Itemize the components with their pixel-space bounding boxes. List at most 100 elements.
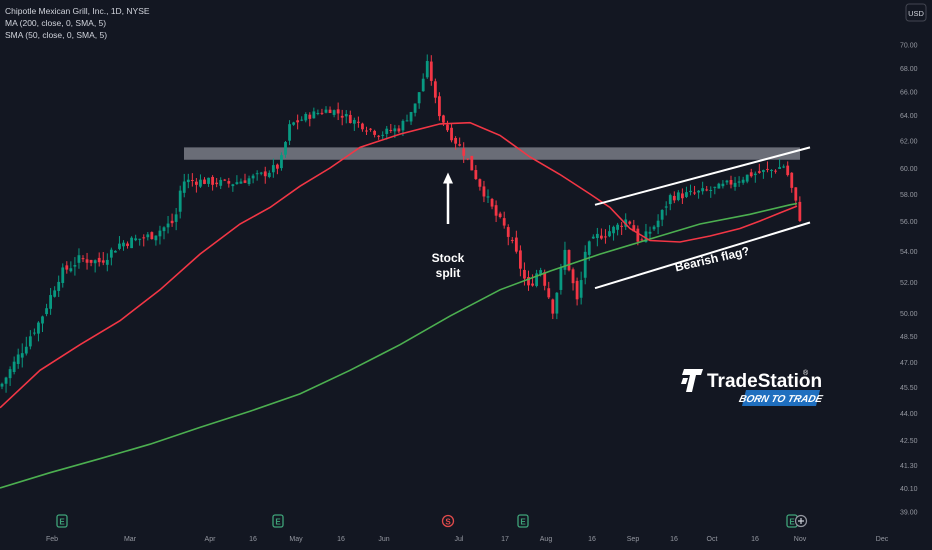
candle-body	[685, 192, 688, 197]
candle-body	[280, 155, 283, 169]
candle-body	[458, 144, 462, 146]
candle-body	[105, 259, 109, 265]
y-tick-label: 66.00	[900, 90, 918, 97]
y-tick-label: 41.30	[900, 463, 918, 470]
candle-body	[442, 115, 445, 123]
candle-body	[644, 231, 648, 243]
candle-body	[4, 377, 8, 384]
candle-body	[486, 196, 490, 198]
candle-body	[523, 269, 526, 279]
candle-body	[316, 112, 320, 114]
resistance-zone	[184, 147, 800, 160]
resistance-zone-layer	[184, 147, 800, 160]
candle-body	[340, 115, 344, 118]
candle-body	[73, 265, 77, 267]
candle-body	[697, 190, 700, 193]
stock-split-label-line2: split	[436, 266, 461, 280]
candle-body	[215, 182, 219, 185]
candle-body	[725, 180, 729, 183]
candle-body	[154, 235, 158, 241]
x-tick-label: 16	[337, 536, 345, 543]
candle-body	[352, 119, 356, 124]
x-tick-label: Jun	[378, 536, 389, 543]
x-tick-label: Sep	[627, 536, 640, 543]
ma200-line	[0, 202, 798, 489]
candle-body	[474, 170, 478, 180]
candle-body	[405, 120, 409, 122]
candle-body	[450, 127, 453, 141]
x-tick-label: Mar	[124, 536, 137, 543]
stock-split-arrow-head	[443, 172, 453, 184]
candle-body	[203, 179, 206, 184]
marker-glyph: E	[520, 518, 526, 527]
candle-body	[174, 214, 178, 222]
tradestation-mark-icon	[681, 369, 703, 392]
candle-body	[762, 170, 765, 172]
ma50-line	[0, 121, 798, 409]
candle-body	[668, 195, 672, 205]
candle-body	[296, 120, 300, 123]
candle-body	[122, 242, 125, 247]
candle-body	[126, 243, 129, 246]
candle-body	[344, 114, 348, 117]
candle-body	[288, 124, 291, 141]
candle-body	[433, 81, 437, 98]
marker-badge	[56, 514, 68, 528]
candle-body	[551, 299, 555, 314]
marker-glyph: E	[59, 518, 65, 527]
candle-body	[482, 186, 486, 197]
candle-body	[462, 148, 466, 156]
candle-body	[604, 236, 607, 238]
currency-button[interactable]: USD	[905, 3, 927, 22]
candle-body	[300, 119, 304, 121]
candle-body	[134, 238, 138, 241]
candle-body	[741, 179, 745, 183]
candle-body	[81, 258, 85, 260]
candle-body	[506, 227, 510, 237]
candle-body	[721, 183, 725, 187]
candle-body	[401, 120, 405, 131]
candle-body	[324, 109, 328, 113]
candle-body	[648, 231, 652, 234]
candle-body	[417, 92, 421, 104]
candle-body	[166, 223, 170, 228]
candle-body	[336, 109, 340, 114]
candle-body	[478, 179, 482, 187]
candle-body	[446, 124, 449, 131]
candle-body	[77, 255, 81, 263]
candle-body	[612, 226, 615, 234]
candle-body	[539, 270, 543, 275]
candle-body	[587, 241, 591, 255]
candle-body	[490, 198, 494, 207]
candle-body	[271, 165, 275, 173]
candle-body	[632, 225, 636, 232]
candle-body	[693, 192, 696, 194]
logo-tagline-badge: BORN TO TRADE	[738, 390, 825, 406]
candle-body	[502, 218, 506, 226]
candle-body	[786, 165, 790, 176]
marker-badge	[517, 514, 529, 528]
y-tick-label: 56.00	[900, 219, 918, 226]
candle-body	[69, 268, 73, 272]
candle-body	[373, 130, 376, 135]
candle-body	[0, 383, 4, 387]
candle-body	[559, 267, 563, 290]
candle-body	[397, 128, 401, 132]
candle-body	[705, 189, 709, 191]
candle-body	[421, 78, 425, 92]
candle-body	[664, 206, 668, 208]
x-tick-label: 16	[670, 536, 678, 543]
y-tick-label: 54.00	[900, 249, 918, 256]
candle-body	[142, 237, 146, 239]
y-tick-label: 70.00	[900, 43, 918, 50]
candle-body	[178, 190, 182, 212]
candle-body	[575, 280, 579, 300]
candle-body	[770, 169, 773, 171]
candle-body	[381, 134, 385, 136]
add-event-icon	[794, 514, 808, 528]
candle-body	[438, 96, 441, 117]
x-tick-label: 16	[588, 536, 596, 543]
candle-body	[470, 155, 474, 171]
x-tick-label: Apr	[205, 536, 217, 543]
